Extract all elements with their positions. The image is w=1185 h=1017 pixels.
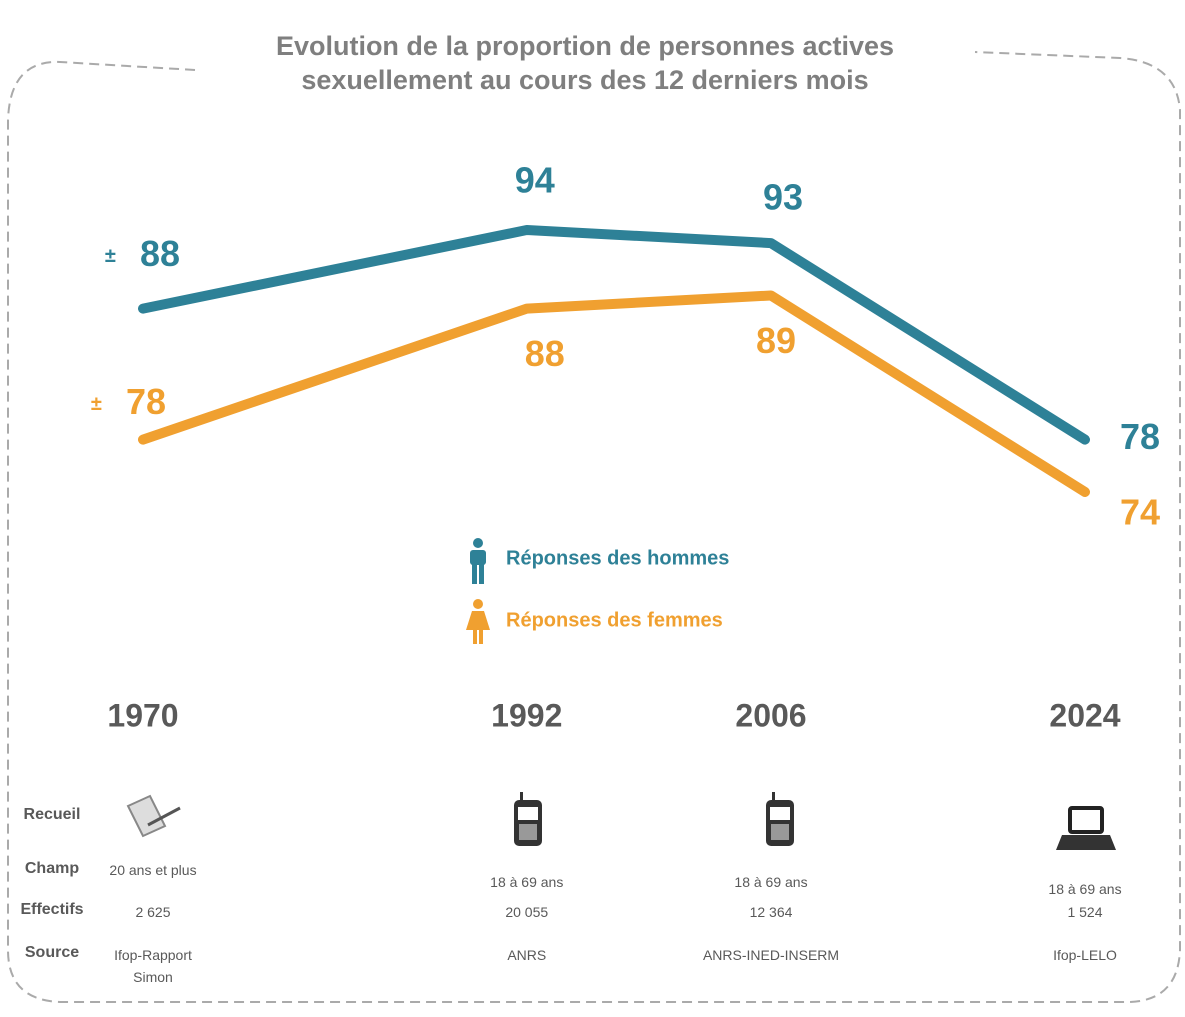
- row-label: Champ: [24, 860, 80, 877]
- line: [138, 290, 1090, 497]
- champ: 18 à 69 ans: [490, 874, 564, 890]
- value-label: 93: [763, 177, 803, 218]
- value-label: 78: [1120, 416, 1160, 457]
- approx-symbol: ±: [105, 245, 116, 267]
- source: ANRS: [507, 947, 547, 963]
- champ: 18 à 69 ans: [734, 874, 808, 890]
- line: [138, 225, 1090, 445]
- champ: 18 à 69 ans: [1048, 881, 1122, 897]
- icon-laptop: [1056, 806, 1116, 850]
- source: Ifop-LELO: [1053, 947, 1117, 963]
- icon-phone: [766, 792, 794, 846]
- value-label: 88: [140, 233, 180, 274]
- legend-label: Réponses des hommes: [506, 547, 729, 569]
- chart-title: sexuellement au cours des 12 derniers mo…: [301, 65, 868, 95]
- effectifs: 20 055: [505, 904, 549, 920]
- year-label: 2006: [735, 697, 806, 733]
- effectifs: 2 625: [135, 904, 171, 920]
- dashed-frame: [7, 51, 1181, 1003]
- effectifs: 1 524: [1067, 904, 1103, 920]
- year-label: 2024: [1049, 697, 1120, 733]
- effectifs: 12 364: [749, 904, 793, 920]
- value-label: 94: [515, 160, 555, 201]
- year-label: 1992: [491, 697, 562, 733]
- icon-man: [470, 538, 486, 584]
- champ: 20 ans et plus: [109, 862, 197, 878]
- value-label: 88: [525, 333, 565, 374]
- source: Ifop-Rapport Simon: [114, 947, 192, 985]
- value-label: 74: [1120, 492, 1160, 533]
- value-label: 89: [756, 320, 796, 361]
- legend-label: Réponses des femmes: [506, 609, 723, 631]
- year-label: 1970: [107, 697, 178, 733]
- value-label: 78: [126, 381, 166, 422]
- row-label: Source: [24, 944, 80, 961]
- source: ANRS-INED-INSERM: [702, 947, 840, 963]
- icon-clipboard: [126, 794, 181, 838]
- row-label: Effectifs: [20, 901, 84, 918]
- approx-symbol: ±: [91, 393, 102, 415]
- icon-woman: [466, 599, 490, 644]
- row-label: Recueil: [23, 806, 81, 823]
- icon-phone: [514, 792, 542, 846]
- chart-title: Evolution de la proportion de personnes …: [276, 31, 894, 61]
